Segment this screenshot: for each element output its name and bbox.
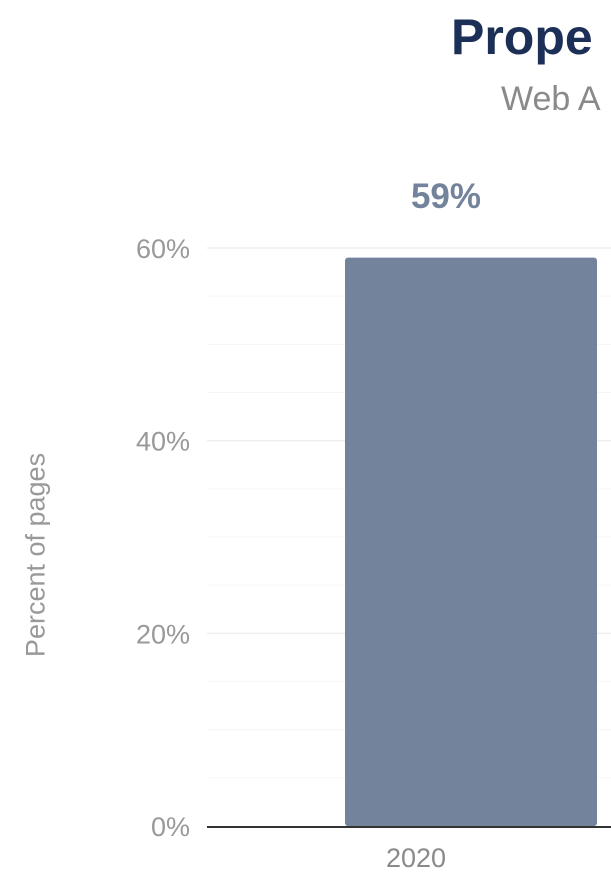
chart-title: Prope — [451, 9, 593, 65]
chart-subtitle: Web A — [501, 80, 601, 118]
bar — [345, 257, 597, 827]
x-tick-label: 2020 — [386, 843, 446, 873]
bar-data-label: 59% — [411, 177, 481, 216]
y-tick-label: 60% — [136, 234, 190, 264]
y-tick-label: 0% — [151, 812, 190, 842]
y-tick-label: 20% — [136, 619, 190, 649]
y-tick-label: 40% — [136, 427, 190, 457]
